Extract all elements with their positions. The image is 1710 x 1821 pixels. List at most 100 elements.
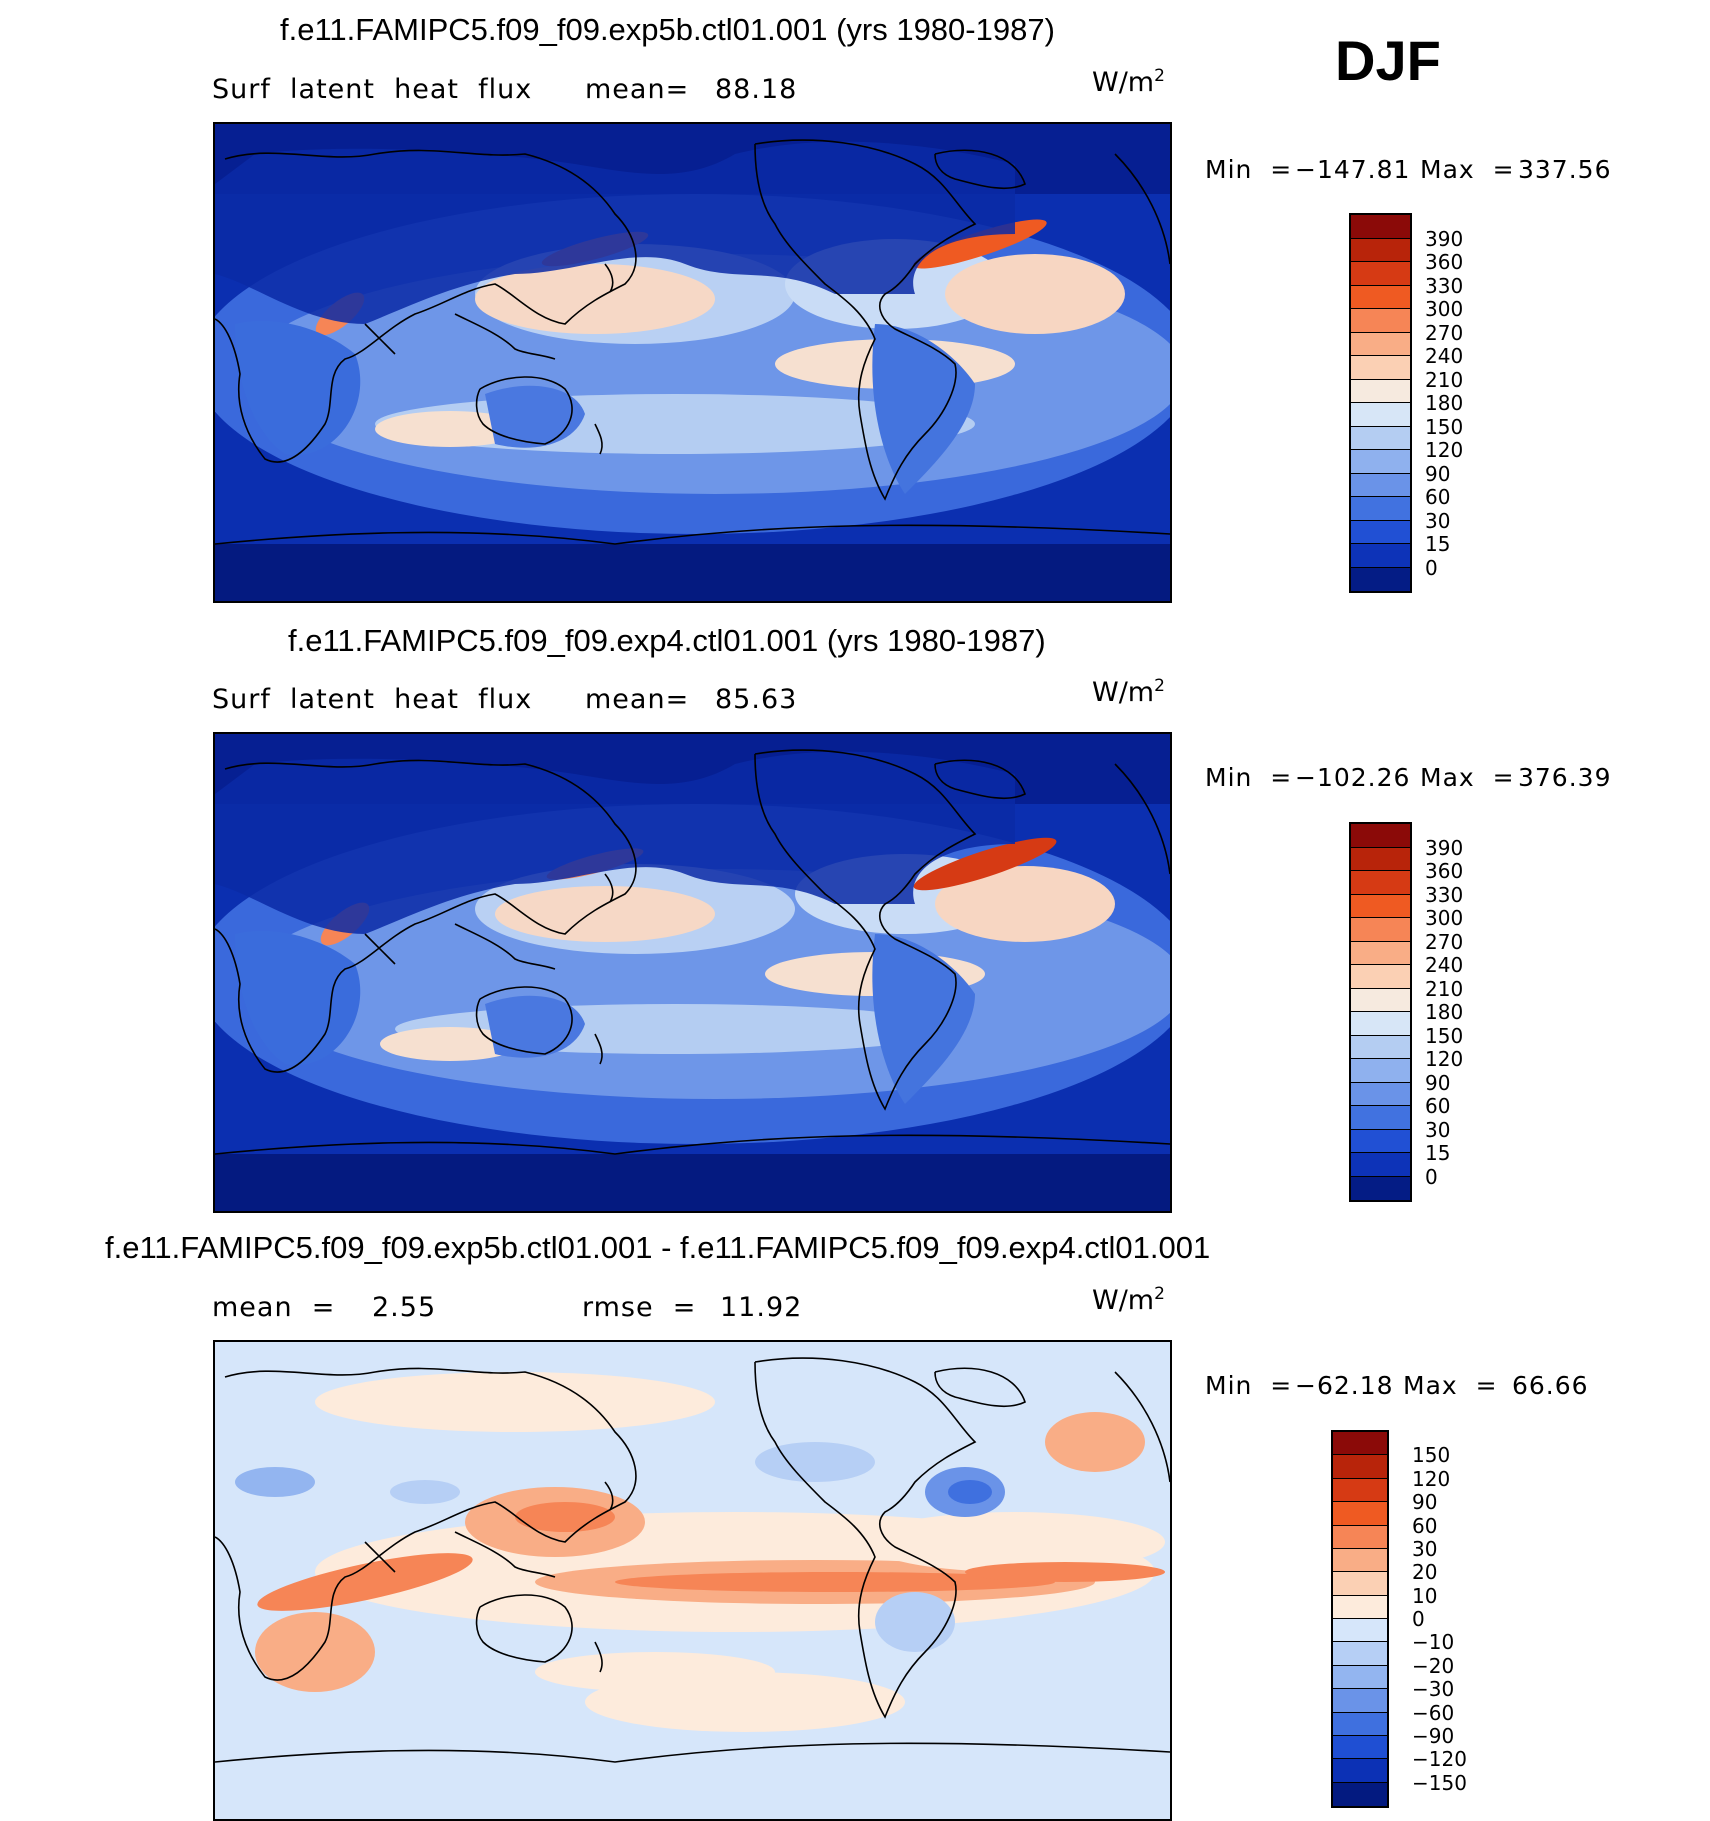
colorbar-tick-label: 360: [1425, 250, 1464, 274]
colorbar-segment: [1351, 426, 1410, 450]
panel3-max-value: 66.66: [1512, 1371, 1589, 1400]
colorbar-segment: [1351, 824, 1410, 848]
colorbar-segment: [1351, 403, 1410, 427]
panel1-mean-value: 88.18: [715, 74, 798, 105]
colorbar-segment: [1351, 988, 1410, 1012]
panel2-map: [213, 732, 1172, 1213]
colorbar-tick-label: 30: [1412, 1536, 1438, 1561]
colorbar-tick-label: 270: [1425, 929, 1464, 954]
panel3-rmse-value: 11.92: [720, 1292, 803, 1323]
colorbar-tick-label: 240: [1425, 344, 1464, 368]
colorbar-segment: [1351, 871, 1410, 895]
colorbar-tick-label: 10: [1412, 1583, 1438, 1608]
colorbar-segment: [1351, 520, 1410, 544]
colorbar-tick-label: 330: [1425, 273, 1464, 298]
colorbar-tick-label: 90: [1412, 1490, 1438, 1515]
colorbar-segment: [1351, 544, 1410, 568]
panel2-mean-value: 85.63: [715, 684, 798, 715]
colorbar-segment: [1333, 1712, 1387, 1736]
colorbar-segment: [1351, 1129, 1410, 1153]
colorbar-segment: [1351, 567, 1410, 591]
panel3-min-value: −62.18: [1295, 1371, 1394, 1400]
panel1-min-value: −147.81: [1295, 155, 1411, 184]
panel3-map: [213, 1340, 1172, 1821]
colorbar-segment: [1333, 1642, 1387, 1666]
colorbar-segment: [1351, 1153, 1410, 1177]
colorbar-segment: [1333, 1478, 1387, 1503]
colorbar-tick-label: 180: [1425, 1000, 1464, 1024]
panel3-min-label: Min =: [1205, 1371, 1293, 1400]
colorbar-tick-label: 15: [1425, 1141, 1451, 1165]
panel3-mean-label: mean =: [212, 1292, 336, 1323]
panel3-rmse-label: rmse =: [582, 1292, 697, 1323]
colorbar-tick-label: 150: [1412, 1443, 1451, 1468]
colorbar-tick-label: 0: [1412, 1607, 1425, 1631]
panel1-title: f.e11.FAMIPC5.f09_f09.exp5b.ctl01.001 (y…: [280, 12, 1055, 47]
panel2-min-label: Min =: [1205, 763, 1293, 792]
colorbar-segment: [1351, 1106, 1410, 1130]
colorbar-segment: [1351, 847, 1410, 871]
colorbar-segment: [1351, 450, 1410, 474]
panel2-mean-label: mean=: [585, 684, 690, 715]
colorbar-segment: [1333, 1735, 1387, 1760]
colorbar-tick-label: −60: [1412, 1700, 1455, 1725]
colorbar-tick-label: 120: [1425, 1047, 1464, 1071]
colorbar-tick-label: −120: [1412, 1747, 1467, 1772]
colorbar-tick-label: 390: [1425, 835, 1464, 860]
colorbar-segment: [1333, 1572, 1387, 1596]
colorbar-tick-label: 0: [1425, 555, 1438, 580]
colorbar-tick-label: 210: [1425, 367, 1464, 392]
panel2-max-value: 376.39: [1518, 763, 1612, 792]
colorbar-segment: [1351, 285, 1410, 309]
colorbar-segment: [1351, 918, 1410, 942]
panel2-units: W/m2: [1092, 676, 1165, 708]
colorbar-tick-label: 360: [1425, 859, 1464, 883]
colorbar-tick-label: 150: [1425, 1023, 1464, 1048]
colorbar-tick-label: 20: [1412, 1560, 1438, 1585]
colorbar-tick-label: 90: [1425, 461, 1451, 486]
colorbar-tick-label: −90: [1412, 1723, 1455, 1748]
colorbar-tick-label: −30: [1412, 1677, 1455, 1702]
colorbar-tick-label: 120: [1425, 438, 1464, 462]
panel2-title: f.e11.FAMIPC5.f09_f09.exp4.ctl01.001 (yr…: [288, 623, 1046, 658]
panel1-min-label: Min =: [1205, 155, 1293, 184]
colorbar-tick-label: 270: [1425, 320, 1464, 345]
panel2-colorbar: [1349, 822, 1412, 1202]
panel2-min-value: −102.26: [1295, 763, 1411, 792]
colorbar-tick-label: 60: [1412, 1513, 1438, 1538]
colorbar-tick-label: 60: [1425, 485, 1451, 509]
colorbar-tick-label: −150: [1412, 1770, 1467, 1795]
colorbar-segment: [1351, 1176, 1410, 1200]
colorbar-tick-label: 90: [1425, 1070, 1451, 1095]
panel2-max-label: Max =: [1420, 763, 1515, 792]
colorbar-segment: [1333, 1782, 1387, 1806]
colorbar-segment: [1351, 941, 1410, 965]
colorbar-segment: [1351, 473, 1410, 497]
panel3-units: W/m2: [1092, 1284, 1165, 1316]
panel1-variable-label: Surf latent heat flux: [212, 74, 533, 105]
colorbar-tick-label: −20: [1412, 1653, 1455, 1678]
panel1-map: [213, 122, 1172, 603]
season-label: DJF: [1335, 29, 1441, 92]
panel1-mean-label: mean=: [585, 74, 690, 105]
colorbar-tick-label: 390: [1425, 226, 1464, 251]
colorbar-segment: [1351, 379, 1410, 403]
colorbar-segment: [1351, 894, 1410, 918]
panel3-max-label: Max =: [1403, 1371, 1498, 1400]
colorbar-tick-label: 60: [1425, 1094, 1451, 1118]
colorbar-segment: [1351, 356, 1410, 380]
colorbar-tick-label: 240: [1425, 953, 1464, 977]
colorbar-tick-label: 300: [1425, 297, 1464, 321]
panel2-map-field: [215, 734, 1170, 1211]
colorbar-segment: [1333, 1432, 1387, 1456]
panel2-variable-label: Surf latent heat flux: [212, 684, 533, 715]
colorbar-tick-label: 30: [1425, 508, 1451, 533]
panel3-mean-value: 2.55: [372, 1292, 437, 1323]
panel1-units: W/m2: [1092, 66, 1165, 98]
colorbar-tick-label: 180: [1425, 391, 1464, 415]
colorbar-tick-label: 15: [1425, 532, 1451, 556]
colorbar-segment: [1351, 238, 1410, 262]
colorbar-segment: [1351, 309, 1410, 333]
panel3-map-field: [215, 1342, 1170, 1819]
colorbar-segment: [1351, 215, 1410, 239]
